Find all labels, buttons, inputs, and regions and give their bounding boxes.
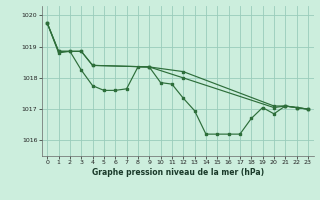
X-axis label: Graphe pression niveau de la mer (hPa): Graphe pression niveau de la mer (hPa) (92, 168, 264, 177)
